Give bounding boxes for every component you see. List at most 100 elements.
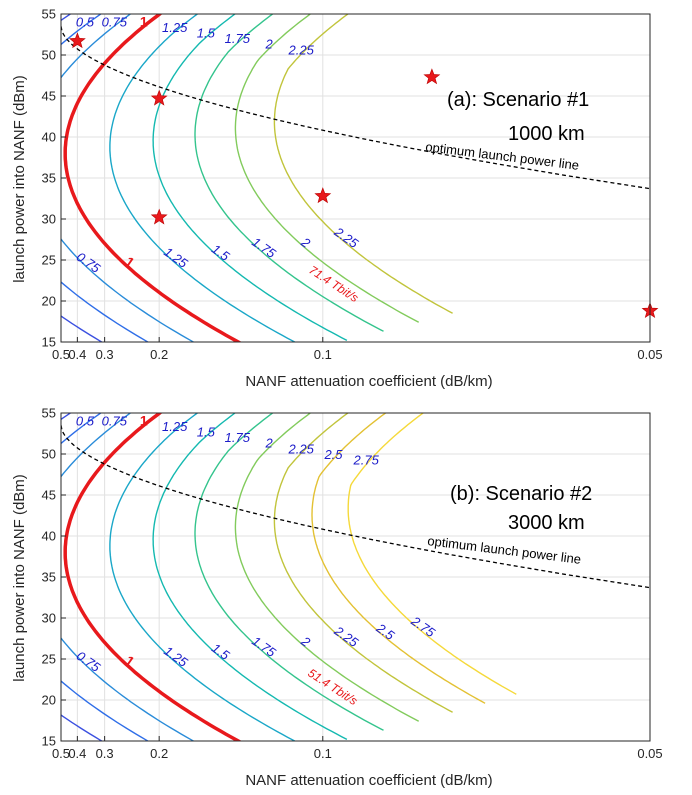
x-tick-label: 0.05	[637, 347, 662, 362]
contour-line-2-5	[311, 413, 486, 704]
contour-label: 1	[140, 13, 148, 29]
contour-label: 2	[264, 436, 273, 451]
contour-label: 1.75	[225, 31, 251, 46]
contour-label: 0.75	[74, 648, 104, 675]
contour-label: 1.75	[249, 234, 279, 261]
x-tick-label: 0.5	[52, 347, 70, 362]
y-tick-label: 45	[42, 89, 56, 104]
contour-label: 0.75	[74, 249, 104, 276]
y-tick-label: 40	[42, 130, 56, 145]
contour-label: 2.75	[408, 613, 439, 641]
x-tick-label: 0.4	[68, 746, 86, 761]
y-tick-label: 30	[42, 212, 56, 227]
contour-label: 0.75	[102, 413, 128, 428]
contours-b	[61, 413, 650, 741]
contour-label: 2.5	[373, 620, 398, 644]
x-tick-label: 0.5	[52, 746, 70, 761]
contour-line-1	[63, 14, 242, 342]
y-tick-label: 25	[42, 253, 56, 268]
contour-label: 0.5	[76, 14, 95, 29]
contour-label: 1.75	[225, 430, 251, 445]
contour-line-0-5	[61, 14, 150, 342]
y-tick-label: 35	[42, 171, 56, 186]
contour-label: 1.25	[161, 643, 191, 670]
y-tick-label: 25	[42, 652, 56, 667]
star-marker	[69, 32, 86, 49]
x-tick-label: 0.3	[96, 347, 114, 362]
contour-label: 2.75	[353, 452, 380, 467]
contour-label: 2	[264, 37, 273, 52]
contour-label: 1	[122, 652, 138, 670]
y-tick-label: 20	[42, 693, 56, 708]
contour-line-2	[234, 413, 420, 722]
x-axis-label-b: NANF attenuation coefficient (dB/km)	[245, 772, 492, 789]
contour-label: 1.5	[197, 425, 216, 440]
contour-line-2	[234, 14, 420, 323]
contour-label: 1.5	[197, 26, 216, 41]
panel-a: 0.5 0.75 0.75 1 1 1.25 1.25 1.5 1.5 1.75 1.75 2 2 2.2…	[11, 7, 663, 391]
contour-line-0-5	[61, 413, 150, 741]
contour-line-0-75	[61, 14, 195, 342]
y-tick-label: 45	[42, 488, 56, 503]
y-tick-label: 15	[42, 335, 56, 350]
contour-label: 1.5	[209, 241, 233, 264]
contour-line-1-75	[194, 14, 384, 332]
contour-label: 2.25	[288, 42, 315, 57]
panel-b: 0.5 0.75 0.75 1 1 1.25 1.25 1.5 1.5 1.75 1.75 2 2 2.2…	[11, 406, 663, 790]
contour-line-1-5	[152, 413, 348, 741]
contour-label: 2.25	[331, 224, 362, 252]
x-axis-label-a: NANF attenuation coefficient (dB/km)	[245, 373, 492, 390]
star-marker	[423, 68, 441, 85]
y-tick-label: 35	[42, 570, 56, 585]
x-tick-label: 0.3	[96, 746, 114, 761]
contour-label: 1.25	[162, 419, 188, 434]
contour-line-2-75	[347, 413, 517, 695]
panel-b-label: (b): Scenario #2	[450, 483, 592, 505]
star-marker	[314, 187, 332, 204]
contour-label: 1.5	[209, 640, 233, 663]
contour-label: 2.5	[323, 447, 343, 462]
y-tick-label: 20	[42, 294, 56, 309]
contour-line-1	[63, 413, 242, 741]
contour-label: 2.25	[331, 623, 362, 651]
x-tick-label: 0.1	[314, 347, 332, 362]
contours-a	[61, 14, 650, 342]
contour-labels-b: 0.5 0.75 0.75 1 1 1.25 1.25 1.5 1.5 1.75 1.75 2 2 2.2…	[74, 412, 439, 675]
contour-line-0-25	[61, 14, 104, 342]
y-tick-label: 30	[42, 611, 56, 626]
contour-label: 0.5	[76, 413, 95, 428]
contour-label: 1.25	[161, 244, 191, 271]
contour-label: 1.25	[162, 20, 188, 35]
panel-a-distance: 1000 km	[508, 123, 585, 145]
x-tick-label: 0.4	[68, 347, 86, 362]
star-marker	[150, 208, 168, 225]
contour-line-2-25	[273, 413, 453, 713]
contour-label: 1	[122, 253, 138, 271]
y-tick-label: 55	[42, 7, 56, 22]
contour-label: 2	[298, 633, 314, 650]
contour-line-0-75	[61, 413, 195, 741]
contour-label: 2	[298, 234, 314, 251]
y-tick-label: 15	[42, 734, 56, 749]
contour-line-0-25	[61, 413, 104, 741]
optimum-launch-power-line	[61, 26, 650, 190]
markers-a	[69, 32, 659, 318]
contour-line-1-25	[109, 14, 297, 342]
panel-b-optimum-label: optimum launch power line	[427, 533, 582, 567]
x-tick-label: 0.2	[150, 347, 168, 362]
star-marker	[150, 89, 168, 106]
y-tick-label: 55	[42, 406, 56, 421]
contour-line-2-25	[273, 14, 453, 314]
contour-line-1-25	[109, 413, 297, 741]
contour-label: 2.25	[288, 441, 315, 456]
y-tick-label: 50	[42, 48, 56, 63]
contour-line-1-5	[152, 14, 348, 342]
contour-line-1-75	[194, 413, 384, 731]
y-axis-label-a: launch power into NANF (dBm)	[11, 75, 28, 283]
x-tick-label: 0.05	[637, 746, 662, 761]
contour-label: 0.75	[102, 14, 128, 29]
panel-b-distance: 3000 km	[508, 512, 585, 534]
contour-label: 1	[140, 412, 148, 428]
